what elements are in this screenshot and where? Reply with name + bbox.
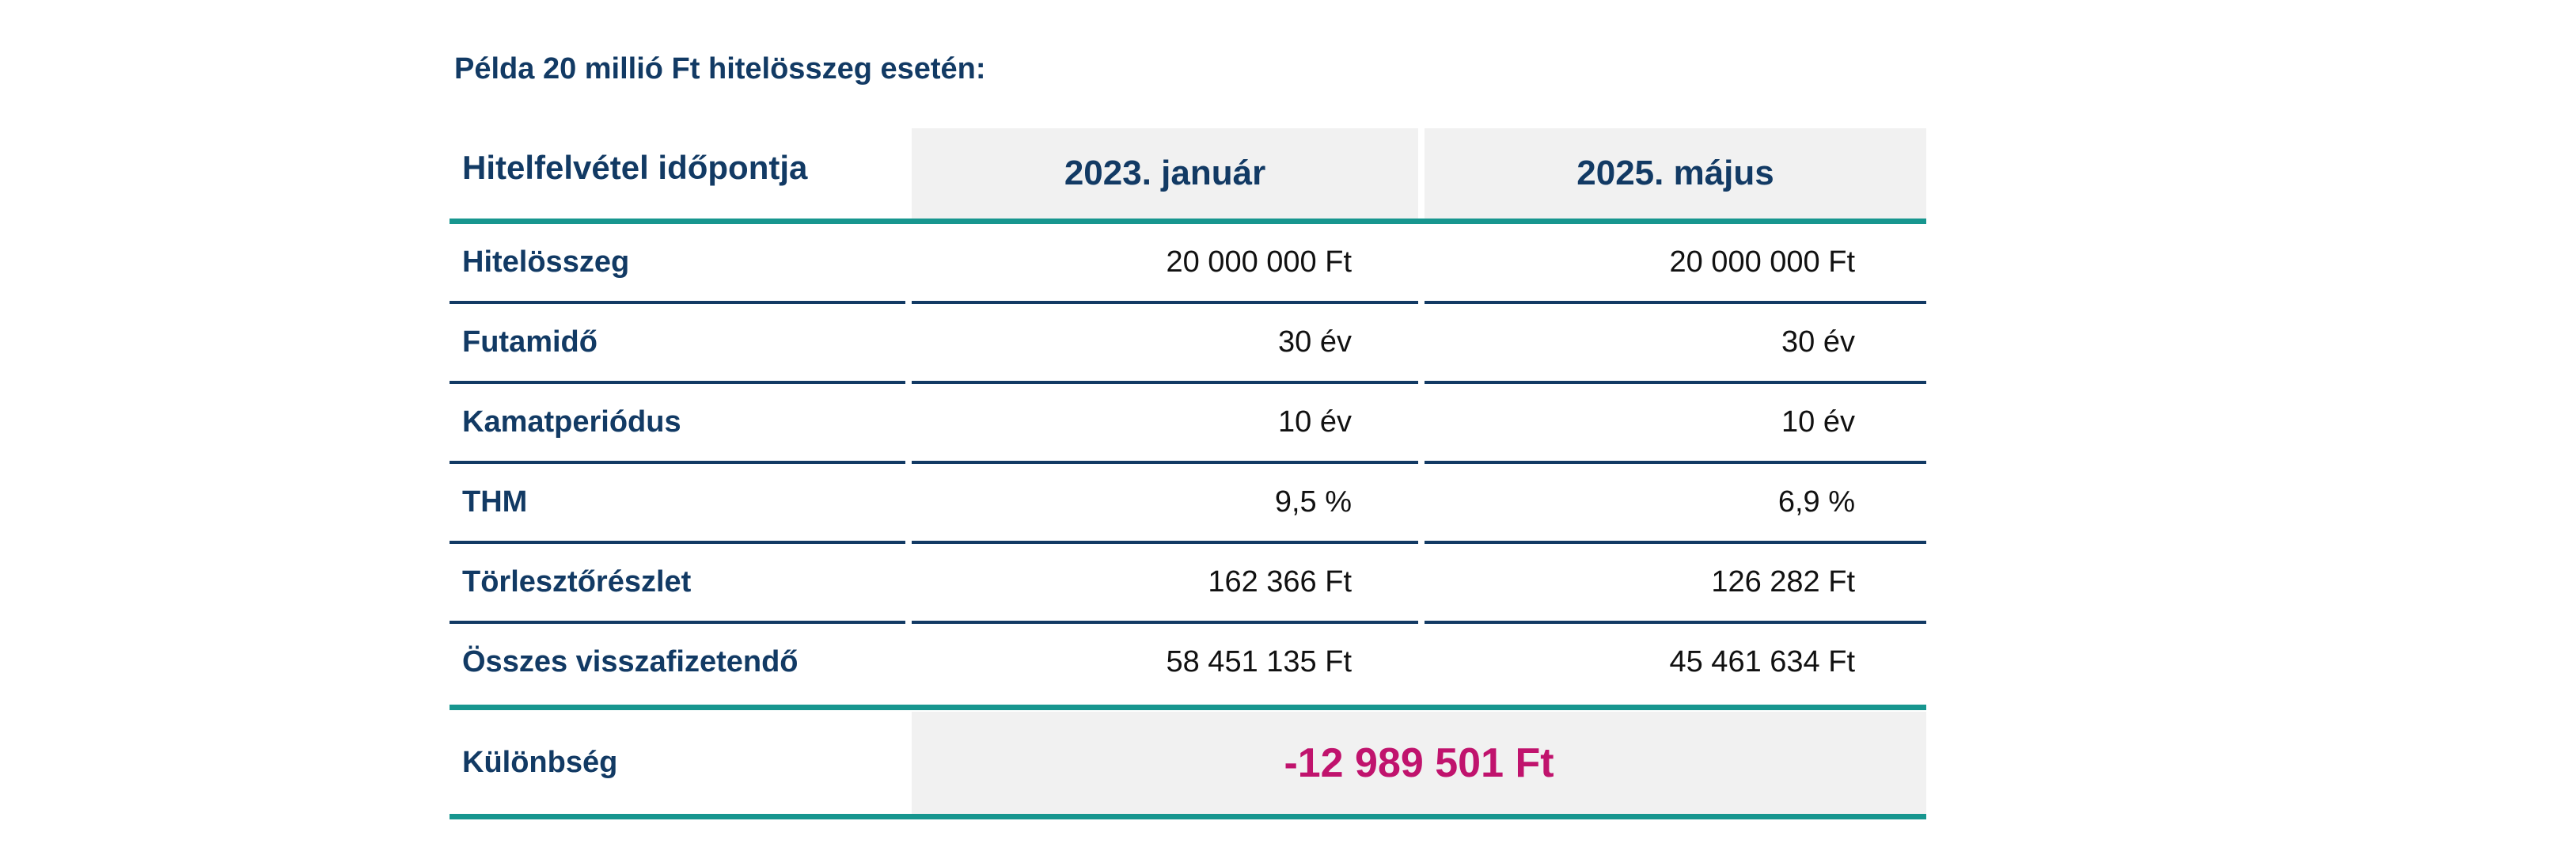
row-value-2025: 45 461 634 Ft [1669, 644, 1855, 678]
row-value-2023: 10 év [1278, 405, 1352, 439]
row-separator [1425, 301, 1926, 304]
row-value-2023: 20 000 000 Ft [1166, 245, 1352, 279]
row-separator [450, 301, 905, 304]
row-separator [1425, 381, 1926, 384]
row-separator [450, 461, 905, 464]
row-separator [912, 541, 1418, 544]
row-label: Összes visszafizetendő [462, 644, 799, 678]
difference-divider-bottom [450, 814, 1926, 819]
row-separator [1425, 621, 1926, 624]
row-value-2025: 30 év [1781, 325, 1855, 359]
difference-label: Különbség [462, 746, 618, 779]
row-value-2025: 20 000 000 Ft [1669, 245, 1855, 279]
row-label: Futamidő [462, 325, 598, 359]
difference-divider-top [450, 705, 1926, 710]
row-value-2025: 126 282 Ft [1711, 564, 1855, 599]
column-header-2025: 2025. május [1425, 128, 1926, 219]
row-label: Kamatperiódus [462, 405, 681, 439]
row-label: Törlesztőrészlet [462, 564, 692, 599]
row-separator [1425, 461, 1926, 464]
row-value-2023: 30 év [1278, 325, 1352, 359]
row-separator [450, 621, 905, 624]
row-value-2023: 162 366 Ft [1208, 564, 1352, 599]
row-separator [912, 621, 1418, 624]
header-label: Hitelfelvétel időpontja [462, 149, 808, 186]
row-separator [912, 381, 1418, 384]
row-separator [1425, 541, 1926, 544]
row-value-2025: 6,9 % [1777, 485, 1855, 519]
row-separator [450, 381, 905, 384]
row-label: THM [462, 485, 528, 519]
row-value-2023: 58 451 135 Ft [1166, 644, 1352, 678]
row-label: Hitelösszeg [462, 245, 630, 279]
row-separator [450, 541, 905, 544]
difference-value: -12 989 501 Ft [912, 712, 1926, 814]
row-value-2023: 9,5 % [1274, 485, 1352, 519]
column-header-2023: 2023. január [912, 128, 1418, 219]
table-caption: Példa 20 millió Ft hitelösszeg esetén: [454, 52, 986, 86]
row-separator [912, 461, 1418, 464]
row-value-2025: 10 év [1781, 405, 1855, 439]
header-divider [450, 219, 1926, 224]
row-separator [912, 301, 1418, 304]
